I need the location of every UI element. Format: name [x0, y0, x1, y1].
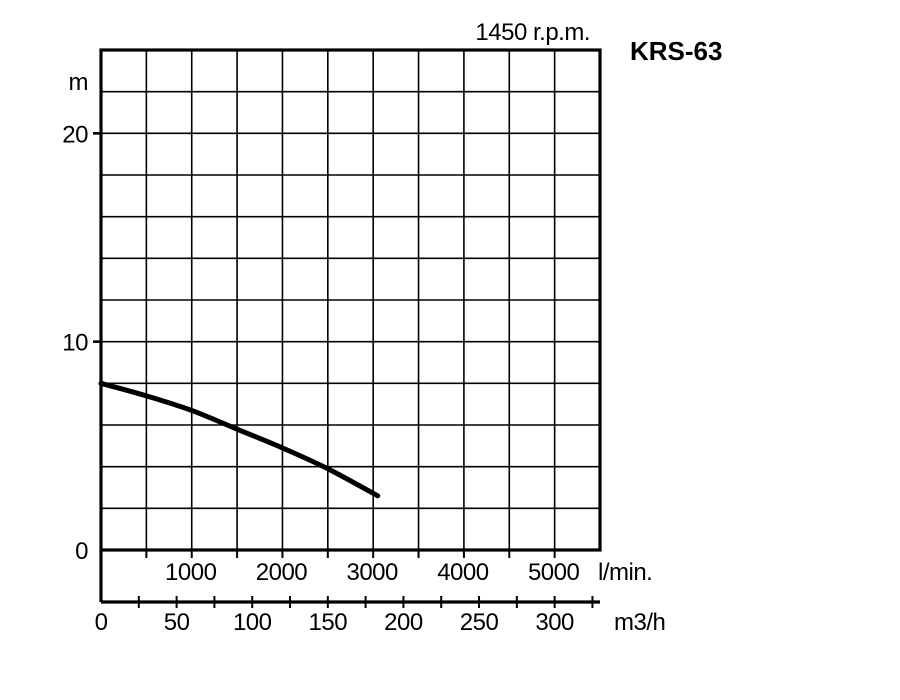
x-tick-label-lmin: 1000 — [165, 559, 217, 586]
plot-frame — [93, 48, 602, 608]
y-tick-label: 0 — [75, 538, 88, 565]
x-tick-label-m3h: 0 — [95, 609, 108, 636]
grid — [101, 50, 600, 550]
curve-layer — [98, 380, 381, 499]
x-tick-label-m3h: 250 — [460, 609, 499, 636]
x-tick-label-lmin: 4000 — [437, 559, 489, 586]
x-tick-label-m3h: 300 — [535, 609, 574, 636]
y-axis-label: m — [69, 69, 89, 96]
x-tick-label-m3h: 200 — [384, 609, 423, 636]
x-axis-label-lmin: l/min. — [598, 559, 652, 586]
x-tick-label-m3h: 150 — [309, 609, 348, 636]
x-tick-label-m3h: 50 — [164, 609, 190, 636]
chart-title: KRS-63 — [630, 36, 722, 66]
chart-subtitle: 1450 r.p.m. — [475, 19, 590, 46]
series-line-0 — [98, 380, 381, 499]
plot-border — [99, 48, 602, 552]
x-tick-labels-lmin: 1000 2000 3000 4000 5000 — [165, 559, 580, 586]
x-tick-label-lmin: 2000 — [256, 559, 308, 586]
y-tick-label: 20 — [62, 121, 88, 148]
x-tick-label-lmin: 5000 — [528, 559, 580, 586]
x-tick-label-lmin: 3000 — [346, 559, 398, 586]
labels: KRS-63 1450 r.p.m. m l/min. m3/h — [69, 19, 723, 636]
x-tick-label-m3h: 100 — [233, 609, 272, 636]
y-tick-label: 10 — [62, 330, 88, 357]
y-tick-labels: 0 10 20 — [62, 121, 88, 565]
x-tick-labels-m3h: 0 50 100 150 200 250 300 — [95, 609, 575, 636]
x-axis-label-m3h: m3/h — [614, 609, 665, 636]
